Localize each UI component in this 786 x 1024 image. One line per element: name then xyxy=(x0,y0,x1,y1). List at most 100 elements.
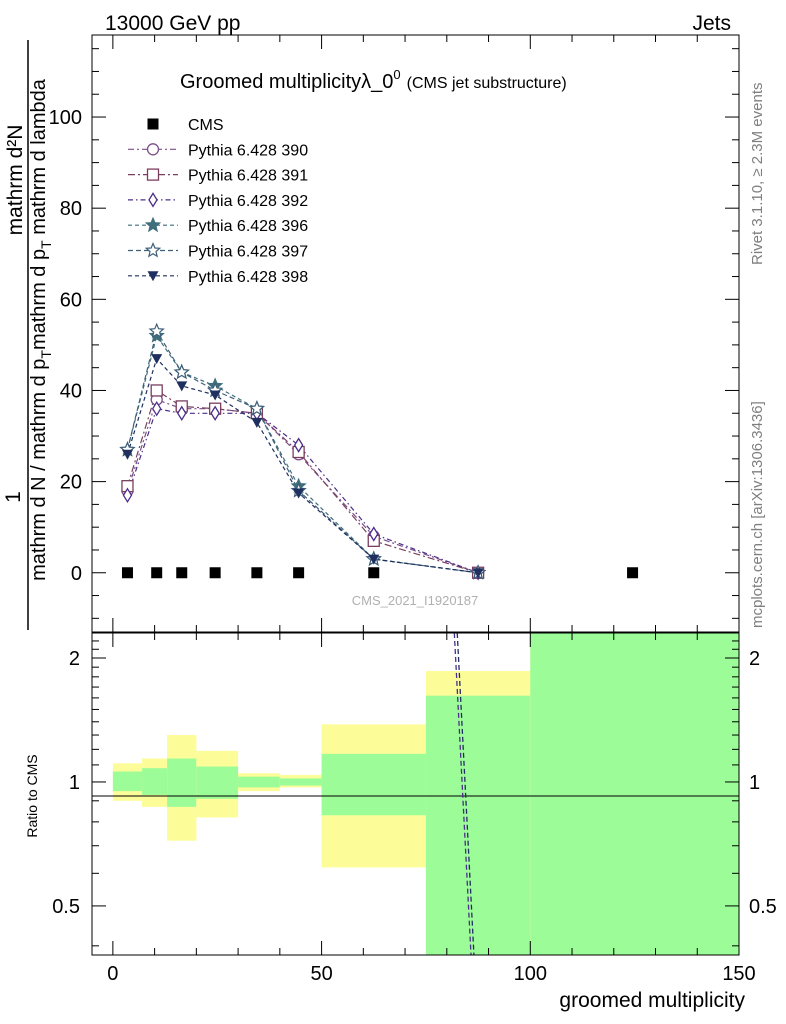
y-axis-label: 1 mathrm d N / mathrm d pTmathrm d pT ma… xyxy=(2,40,54,630)
y-axis-label-den: mathrm d N / mathrm d p xyxy=(28,359,50,581)
ratio-band-inner xyxy=(279,778,322,786)
ratio-ytick-label: 1 xyxy=(69,772,80,794)
y-axis-label-den3: mathrm d lambda xyxy=(28,78,50,240)
legend-marker xyxy=(144,241,162,258)
ratio-panel: 0.5 0.5 1 1 2 2 0 50 100 150 Ratio to CMS groomed… xyxy=(24,632,777,1012)
ratio-ytick-label-right: 1 xyxy=(749,772,760,794)
series-line xyxy=(126,334,479,574)
series-line xyxy=(126,329,479,574)
data-point xyxy=(122,487,133,504)
ratio-bands xyxy=(112,633,739,955)
data-point xyxy=(173,363,190,380)
legend-label: Pythia 6.428 390 xyxy=(188,142,308,159)
xtick-label: 0 xyxy=(107,963,118,985)
legend: CMS Pythia 6.428 390 Pythia 6.428 391 Pythi… xyxy=(128,117,308,286)
data-point xyxy=(293,567,305,579)
ratio-band-inner xyxy=(238,776,280,788)
ratio-band-inner xyxy=(530,633,739,955)
rivet-label: Rivet 3.1.10, ≥ 2.3M events xyxy=(749,83,766,266)
header-right: Jets xyxy=(692,12,731,35)
data-point xyxy=(293,437,304,453)
legend-label: Pythia 6.428 397 xyxy=(188,244,308,261)
data-point xyxy=(248,400,265,416)
mcplots-label: mcplots.cern.ch [arXiv:1306.3436] xyxy=(749,401,766,628)
main-ytick-label: 0 xyxy=(71,563,82,585)
data-point xyxy=(148,322,165,339)
data-point xyxy=(176,381,188,392)
legend-marker xyxy=(144,216,162,233)
data-point xyxy=(210,405,220,421)
main-ytick-label: 80 xyxy=(60,198,82,220)
ratio-y-axis-label: Ratio to CMS xyxy=(24,754,40,837)
xtick-label: 50 xyxy=(310,963,332,985)
ratio-line xyxy=(453,633,472,955)
ratio-lines xyxy=(453,633,475,955)
legend-marker xyxy=(146,168,160,181)
data-point xyxy=(209,567,221,579)
ratio-ytick-label: 2 xyxy=(69,648,80,670)
legend-label: Pythia 6.428 391 xyxy=(188,168,308,185)
legend-label: CMS xyxy=(188,117,224,134)
ratio-line xyxy=(456,633,475,955)
y-axis-label-full: mathrm d N / mathrm d pTmathrm d pT math… xyxy=(28,78,54,581)
data-point xyxy=(368,554,380,565)
chart-title-main: Groomed multiplicityλ_0 xyxy=(180,71,393,93)
legend-marker xyxy=(147,271,159,282)
y-axis-label-outer-num: 1 xyxy=(2,491,25,503)
main-series xyxy=(119,322,639,581)
data-point xyxy=(209,390,221,401)
ratio-ytick-label: 0.5 xyxy=(52,896,80,918)
ratio-ytick-label-right: 2 xyxy=(749,648,760,670)
data-point xyxy=(150,384,163,397)
data-point xyxy=(121,449,133,460)
ratio-band-inner xyxy=(321,753,426,816)
header-left: 13000 GeV pp xyxy=(105,12,240,35)
watermark: CMS_2021_I1920187 xyxy=(352,593,479,608)
ratio-axes: 0.5 0.5 1 1 2 2 0 50 100 150 xyxy=(52,633,777,985)
data-point xyxy=(176,405,187,421)
data-point xyxy=(151,400,162,417)
chart-title: Groomed multiplicityλ_00 (CMS jet substru… xyxy=(180,67,567,93)
series-line xyxy=(126,357,479,574)
y-axis-label-sub1: T xyxy=(38,350,54,359)
x-axis-label: groomed multiplicity xyxy=(559,989,745,1012)
chart-title-suffix: (CMS jet substructure) xyxy=(407,75,567,92)
ratio-band-inner xyxy=(167,758,197,807)
ratio-band-inner xyxy=(112,771,143,792)
legend-marker xyxy=(148,192,158,208)
y-axis-label-sub2: T xyxy=(38,240,54,249)
xtick-label: 150 xyxy=(722,963,755,985)
legend-marker xyxy=(146,143,160,156)
data-point xyxy=(251,417,263,428)
xtick-label: 100 xyxy=(514,963,547,985)
main-panel-frame xyxy=(91,34,740,633)
legend-label: Pythia 6.428 398 xyxy=(188,269,308,286)
data-point xyxy=(368,567,380,579)
data-point xyxy=(121,567,133,579)
series-line xyxy=(126,389,479,574)
ratio-panel-frame xyxy=(91,632,740,956)
legend-label: Pythia 6.428 396 xyxy=(188,218,308,235)
ratio-ytick-label-right: 0.5 xyxy=(749,896,777,918)
data-point xyxy=(627,567,639,579)
main-ytick-label: 40 xyxy=(60,380,82,402)
ratio-band-inner xyxy=(425,695,531,955)
main-ytick-label: 20 xyxy=(60,472,82,494)
data-point xyxy=(176,567,188,579)
data-point xyxy=(293,488,305,499)
legend-label: Pythia 6.428 392 xyxy=(188,193,308,210)
data-point xyxy=(151,354,163,365)
data-point xyxy=(472,568,484,579)
ratio-band-inner xyxy=(142,768,168,795)
y-axis-label-den2: mathrm d p xyxy=(28,249,50,350)
main-axes: 0 20 40 60 80 100 xyxy=(49,35,740,632)
main-ytick-label: 60 xyxy=(60,289,82,311)
chart-title-sup: 0 xyxy=(393,67,400,82)
data-point xyxy=(251,567,263,579)
y-axis-label-num: mathrm d²N xyxy=(4,125,27,236)
legend-marker xyxy=(147,118,159,130)
data-point xyxy=(368,526,379,542)
main-ytick-label: 100 xyxy=(49,107,82,129)
